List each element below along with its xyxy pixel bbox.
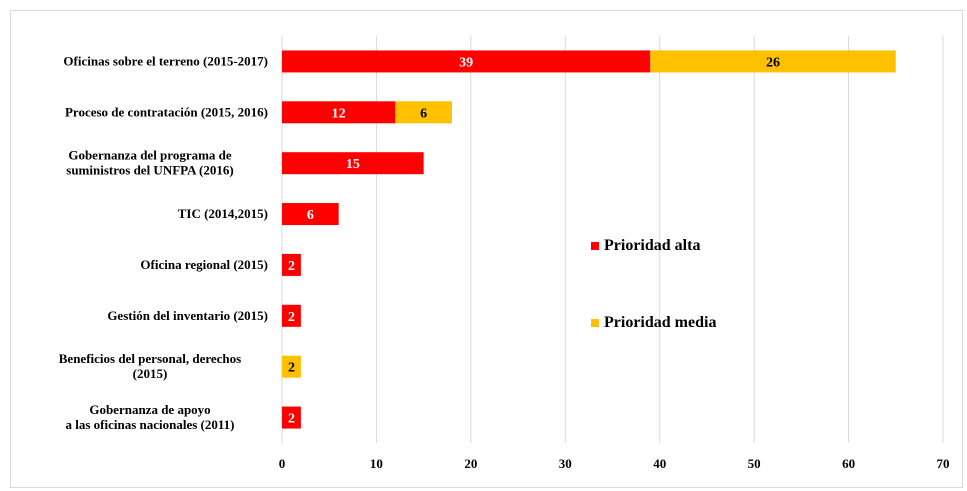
bar-prioridad-media	[282, 355, 301, 378]
bar-prioridad-alta	[282, 101, 396, 124]
x-tick-label: 40	[653, 456, 666, 471]
x-tick-label: 50	[748, 456, 761, 471]
category-label: Gobernanza del programa de	[68, 148, 232, 163]
x-tick-label: 10	[370, 456, 383, 471]
legend-swatch	[591, 319, 599, 327]
category-label: suministros del UNFPA (2016)	[66, 163, 233, 178]
bar-prioridad-alta	[282, 406, 301, 429]
bar-prioridad-alta	[282, 152, 424, 175]
data-label: 39	[459, 55, 473, 70]
bar-prioridad-alta	[282, 203, 339, 226]
category-label: Proceso de contratación (2015, 2016)	[65, 104, 268, 119]
x-tick-label: 30	[559, 456, 572, 471]
x-tick-label: 20	[464, 456, 477, 471]
x-tick-label: 0	[279, 456, 286, 471]
category-label: a las oficinas nacionales (2011)	[65, 417, 234, 432]
category-label: Oficinas sobre el terreno (2015-2017)	[63, 53, 268, 68]
bar-prioridad-media	[395, 101, 452, 124]
data-label: 2	[288, 310, 295, 325]
data-label: 2	[288, 259, 295, 274]
bar-prioridad-alta	[282, 304, 301, 327]
legend-label: Prioridad media	[604, 314, 716, 331]
legend-label: Prioridad alta	[604, 237, 700, 254]
x-tick-label: 60	[842, 456, 855, 471]
x-tick-label: 70	[937, 456, 950, 471]
category-label: Beneficios del personal, derechos	[59, 351, 241, 366]
data-label: 2	[288, 361, 295, 376]
data-label: 12	[332, 106, 346, 121]
legend: Prioridad alta Prioridad media	[591, 237, 716, 331]
data-label: 6	[307, 208, 314, 223]
category-label: Gestión del inventario (2015)	[107, 308, 268, 323]
data-label: 26	[766, 55, 780, 70]
data-label: 2	[288, 412, 295, 427]
data-label: 15	[346, 157, 360, 172]
category-labels: Oficinas sobre el terreno (2015-2017) Pro…	[59, 53, 268, 432]
bar-prioridad-alta	[282, 253, 301, 276]
bars: 39 26 12 6 15 6 2 2 2 2	[282, 50, 896, 429]
bar-prioridad-alta	[282, 50, 651, 73]
category-label: TIC (2014,2015)	[178, 206, 268, 221]
chart-frame	[10, 10, 963, 488]
legend-swatch	[591, 242, 599, 250]
category-label: (2015)	[133, 366, 168, 381]
data-label: 6	[420, 106, 427, 121]
category-label: Oficina regional (2015)	[140, 257, 268, 272]
bar-prioridad-media	[650, 50, 896, 73]
category-label: Gobernanza de apoyo	[89, 402, 210, 417]
